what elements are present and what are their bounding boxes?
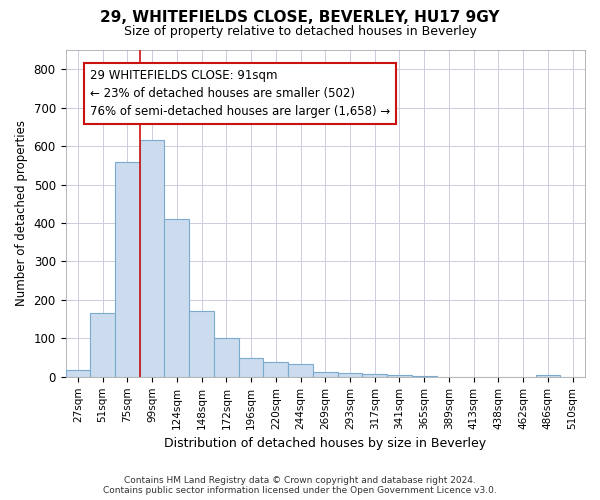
- Bar: [362, 374, 387, 377]
- Bar: [387, 376, 412, 377]
- Text: Contains HM Land Registry data © Crown copyright and database right 2024.
Contai: Contains HM Land Registry data © Crown c…: [103, 476, 497, 495]
- Y-axis label: Number of detached properties: Number of detached properties: [15, 120, 28, 306]
- Bar: [313, 372, 338, 377]
- Bar: [140, 140, 164, 377]
- Bar: [214, 338, 239, 377]
- Text: 29, WHITEFIELDS CLOSE, BEVERLEY, HU17 9GY: 29, WHITEFIELDS CLOSE, BEVERLEY, HU17 9G…: [100, 10, 500, 25]
- Bar: [536, 375, 560, 377]
- Bar: [263, 362, 288, 377]
- Bar: [338, 373, 362, 377]
- Bar: [164, 219, 189, 377]
- Text: 29 WHITEFIELDS CLOSE: 91sqm
← 23% of detached houses are smaller (502)
76% of se: 29 WHITEFIELDS CLOSE: 91sqm ← 23% of det…: [90, 69, 391, 118]
- Bar: [239, 358, 263, 377]
- Bar: [189, 312, 214, 377]
- Bar: [90, 314, 115, 377]
- Bar: [65, 370, 90, 377]
- X-axis label: Distribution of detached houses by size in Beverley: Distribution of detached houses by size …: [164, 437, 487, 450]
- Bar: [115, 162, 140, 377]
- Bar: [288, 364, 313, 377]
- Text: Size of property relative to detached houses in Beverley: Size of property relative to detached ho…: [124, 25, 476, 38]
- Bar: [412, 376, 437, 377]
